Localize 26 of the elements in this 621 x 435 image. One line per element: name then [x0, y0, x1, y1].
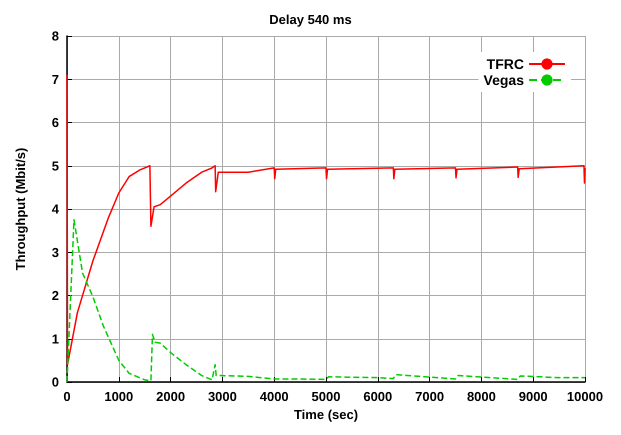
line-series — [66, 74, 586, 366]
x-tick-label: 3000 — [208, 389, 237, 404]
y-tick-label: 4 — [52, 202, 60, 216]
x-tick-label: 5000 — [312, 389, 340, 404]
chart-title: Delay 540 ms — [269, 12, 352, 27]
x-tick-label: 6000 — [363, 389, 392, 404]
y-tick-label: 0 — [52, 374, 59, 390]
y-tick-label: 6 — [52, 115, 59, 130]
y-tick-label: 3 — [52, 244, 59, 260]
legend-label: Vegas — [484, 72, 524, 88]
x-tick-label: 8000 — [466, 389, 496, 404]
legend-label: TFRC — [486, 56, 524, 72]
y-axis-title: Throughput (Mbit/s) — [13, 148, 28, 270]
x-tick-label: 4000 — [260, 389, 289, 404]
x-tick-label: 7000 — [415, 389, 444, 404]
x-tick-label: 10000 — [566, 389, 604, 404]
x-tick-label: 2000 — [156, 389, 186, 404]
x-axis-title: Time (sec) — [294, 407, 358, 422]
y-tick-label: 8 — [52, 28, 59, 44]
y-tick-label: 2 — [52, 288, 59, 303]
x-tick-label: 9000 — [518, 389, 548, 404]
y-tick-label: 5 — [52, 158, 59, 174]
y-tick-label: 7 — [52, 72, 59, 87]
x-tick-label: 1000 — [104, 389, 134, 404]
x-tick-label: 0 — [63, 389, 71, 404]
y-tick-label: 1 — [52, 331, 59, 346]
